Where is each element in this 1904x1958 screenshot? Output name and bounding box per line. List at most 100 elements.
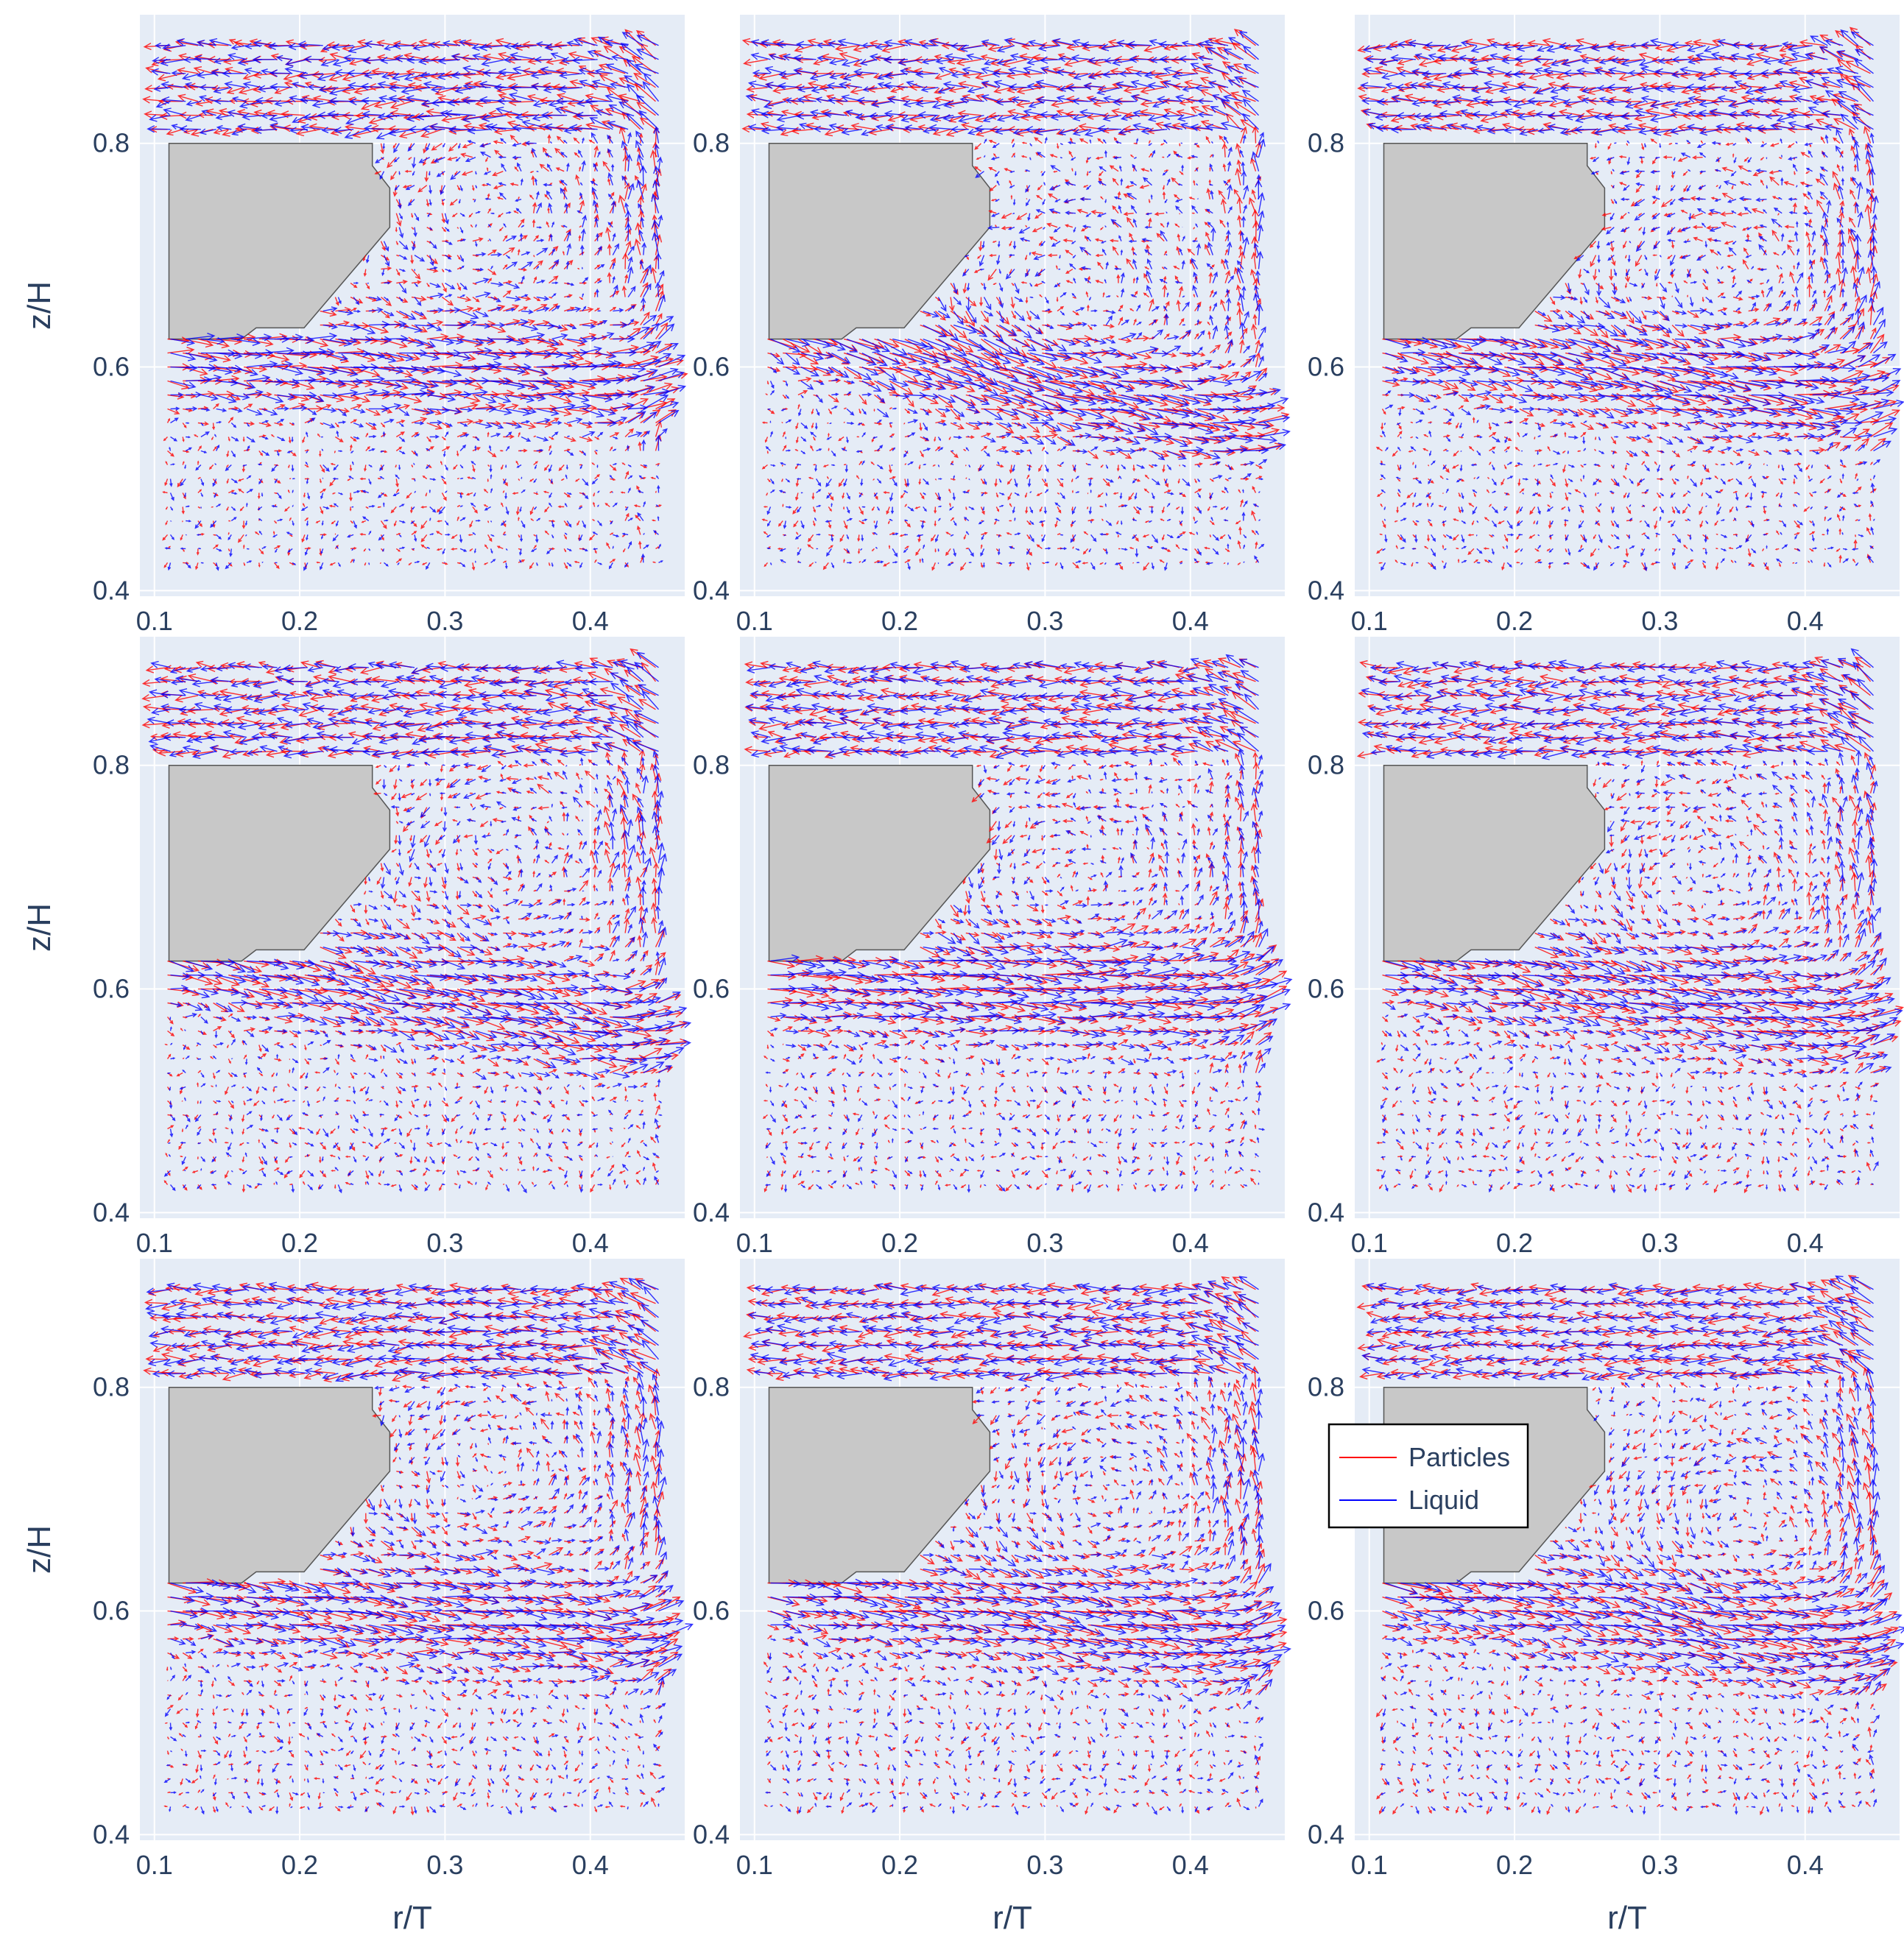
vector-arrow bbox=[320, 394, 345, 403]
vector-arrow bbox=[274, 492, 278, 495]
vector-arrow bbox=[472, 237, 484, 242]
vector-arrow bbox=[242, 544, 245, 549]
vector-arrow bbox=[370, 68, 397, 76]
vector-arrow bbox=[364, 464, 367, 472]
vector-arrow bbox=[472, 282, 478, 285]
vector-arrow bbox=[465, 492, 473, 496]
vector-arrow bbox=[426, 296, 434, 300]
vector-arrow bbox=[364, 562, 367, 566]
vector-arrow bbox=[518, 296, 532, 301]
vector-arrow bbox=[411, 417, 428, 424]
vector-arrow bbox=[796, 478, 801, 481]
vector-arrow bbox=[228, 417, 234, 423]
vector-arrow bbox=[842, 506, 845, 510]
vector-arrow bbox=[329, 52, 351, 60]
vector-arrow bbox=[270, 434, 275, 438]
vector-arrow bbox=[515, 506, 520, 516]
vector-arrow bbox=[903, 423, 906, 425]
vector-arrow bbox=[1087, 506, 1089, 510]
x-tick-label: 0.4 bbox=[572, 606, 609, 636]
vector-arrow bbox=[532, 202, 537, 213]
vector-arrow bbox=[983, 155, 986, 158]
vector-arrow bbox=[510, 134, 519, 144]
vector-arrow bbox=[472, 447, 482, 452]
vector-arrow bbox=[359, 477, 366, 481]
vector-arrow bbox=[396, 394, 423, 404]
vector-arrow bbox=[487, 534, 493, 542]
vector-arrow bbox=[304, 449, 310, 452]
vector-arrow bbox=[487, 269, 497, 275]
vector-arrow bbox=[274, 562, 278, 564]
vector-arrow bbox=[487, 403, 507, 410]
vector-arrow bbox=[408, 157, 412, 160]
subplot-panel-2: 0.1 0.2 0.3 0.40.40.60.8 bbox=[693, 15, 1291, 636]
vector-arrow bbox=[395, 213, 402, 227]
vector-arrow bbox=[456, 266, 462, 270]
vector-arrow bbox=[363, 269, 367, 278]
vector-arrow bbox=[462, 71, 488, 79]
vector-arrow bbox=[320, 533, 327, 537]
vector-arrow bbox=[1702, 548, 1706, 550]
vector-arrow bbox=[891, 464, 893, 466]
vector-arrow bbox=[769, 420, 772, 423]
vector-arrow bbox=[426, 199, 430, 208]
vector-arrow bbox=[181, 506, 185, 515]
vector-arrow bbox=[529, 562, 535, 570]
vector-arrow bbox=[951, 450, 954, 452]
vector-arrow bbox=[1671, 185, 1673, 188]
vector-arrow bbox=[442, 422, 451, 428]
vector-arrow bbox=[441, 283, 447, 293]
vector-arrow bbox=[497, 213, 504, 218]
vector-arrow bbox=[487, 208, 491, 214]
vector-arrow bbox=[292, 478, 296, 480]
vector-arrow bbox=[244, 421, 255, 426]
vector-arrow bbox=[417, 185, 428, 193]
vector-arrow bbox=[335, 306, 352, 314]
vector-arrow bbox=[213, 534, 217, 536]
vector-arrow bbox=[304, 517, 309, 522]
vector-arrow bbox=[411, 213, 414, 219]
vector-arrow bbox=[396, 420, 406, 424]
vector-arrow bbox=[365, 446, 370, 451]
vector-arrow bbox=[408, 562, 412, 566]
vector-arrow bbox=[163, 562, 169, 568]
vector-arrow bbox=[596, 464, 599, 468]
vector-arrow bbox=[258, 548, 264, 555]
vector-arrow bbox=[334, 297, 339, 306]
vector-arrow bbox=[157, 73, 183, 82]
vector-arrow bbox=[412, 548, 415, 550]
vector-arrow bbox=[1087, 463, 1091, 466]
vector-arrow bbox=[213, 445, 217, 451]
vector-arrow bbox=[530, 518, 535, 522]
vector-arrow bbox=[1576, 450, 1581, 453]
vector-arrow bbox=[349, 464, 353, 472]
vector-arrow bbox=[1716, 534, 1718, 536]
vector-arrow bbox=[350, 283, 358, 289]
vector-arrow bbox=[213, 128, 229, 135]
vector-arrow bbox=[180, 534, 183, 541]
vector-arrow bbox=[441, 213, 446, 224]
vector-arrow bbox=[533, 296, 541, 302]
vector-arrow bbox=[783, 380, 786, 383]
vector-arrow bbox=[329, 478, 336, 487]
vector-arrow bbox=[1687, 142, 1691, 144]
vector-arrow bbox=[348, 492, 353, 502]
vector-arrow bbox=[420, 544, 428, 549]
vector-arrow bbox=[456, 450, 459, 457]
vector-arrow bbox=[431, 143, 442, 151]
vector-arrow bbox=[320, 464, 325, 473]
vector-arrow bbox=[998, 534, 1000, 538]
vector-arrow bbox=[304, 464, 309, 467]
vector-arrow bbox=[193, 66, 214, 74]
vector-arrow bbox=[228, 520, 231, 522]
vector-arrow bbox=[335, 380, 360, 389]
vector-arrow bbox=[320, 404, 332, 410]
vector-arrow bbox=[873, 409, 875, 412]
vector-arrow bbox=[456, 432, 468, 438]
vector-arrow bbox=[289, 403, 306, 410]
vector-arrow bbox=[381, 380, 409, 390]
vector-arrow bbox=[487, 464, 490, 467]
vector-arrow bbox=[328, 504, 336, 508]
vector-arrow bbox=[484, 544, 489, 549]
vector-arrow bbox=[213, 403, 219, 410]
